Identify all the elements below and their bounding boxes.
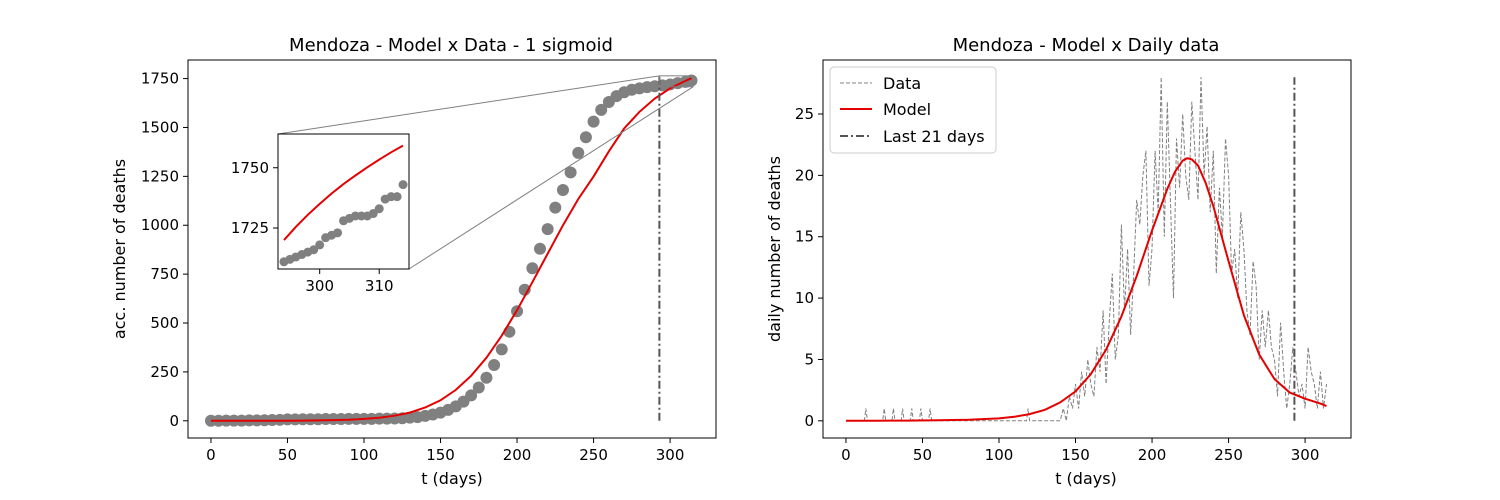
left-y-tick-label: 500 — [150, 314, 179, 332]
left-data-point — [480, 371, 493, 384]
left-data-point — [685, 74, 698, 87]
left-chart-title: Mendoza - Model x Data - 1 sigmoid — [289, 35, 613, 56]
left-data-point — [564, 166, 577, 179]
left-y-axis-label: acc. number of deaths — [110, 159, 129, 339]
right-y-tick-label: 10 — [795, 289, 814, 307]
left-y-ticks: 0 250 500 750 1000 1250 1500 1750 — [141, 70, 188, 430]
legend-label-model: Model — [883, 100, 931, 119]
right-x-ticks: 0 50 100 150 200 250 300 — [841, 438, 1319, 464]
legend-frame — [829, 66, 997, 154]
left-x-tick-label: 300 — [656, 446, 685, 464]
right-x-tick-label: 150 — [1061, 446, 1090, 464]
right-y-tick-label: 15 — [795, 228, 814, 246]
right-x-tick-label: 200 — [1138, 446, 1167, 464]
right-y-tick-label: 0 — [804, 412, 814, 430]
inset-data-point — [309, 245, 319, 255]
left-data-point — [488, 359, 501, 372]
left-y-tick-label: 1750 — [141, 70, 179, 88]
left-data-point — [595, 103, 608, 116]
legend-label-last-21-days: Last 21 days — [883, 127, 985, 146]
left-x-tick-label: 250 — [579, 446, 608, 464]
left-x-ticks: 0 50 100 150 200 250 300 — [206, 438, 684, 464]
left-data-point — [556, 184, 569, 197]
inset-model-line — [283, 144, 404, 241]
left-model-line — [211, 77, 692, 422]
left-chart: Mendoza - Model x Data - 1 sigmoid 0 50 10… — [110, 35, 717, 488]
left-x-tick-label: 200 — [503, 446, 532, 464]
right-plot-area — [845, 77, 1327, 422]
inset-data-point — [374, 204, 384, 214]
left-x-tick-label: 150 — [426, 446, 455, 464]
right-x-tick-label: 300 — [1291, 446, 1320, 464]
left-data-point — [495, 343, 508, 356]
left-zoom-region — [658, 75, 694, 88]
left-y-tick-label: 1000 — [141, 216, 179, 234]
inset-data-point — [333, 228, 343, 238]
inset-data-point — [315, 240, 325, 250]
left-y-tick-label: 1250 — [141, 167, 179, 185]
left-y-tick-label: 250 — [150, 363, 179, 381]
left-data-point — [534, 242, 546, 255]
left-data-point — [526, 262, 539, 275]
right-x-axis-label: t (days) — [1055, 469, 1117, 488]
right-x-tick-label: 50 — [913, 446, 932, 464]
right-y-tick-label: 20 — [795, 166, 814, 184]
left-y-tick-label: 0 — [169, 412, 179, 430]
left-y-tick-label: 1500 — [141, 118, 179, 136]
right-data-line — [846, 77, 1327, 422]
left-x-axis-label: t (days) — [421, 469, 483, 488]
right-y-tick-label: 25 — [795, 105, 814, 123]
right-model-line — [845, 157, 1327, 422]
left-data-point — [541, 223, 554, 236]
left-data-point — [572, 146, 585, 159]
left-data-point — [579, 131, 592, 144]
right-x-tick-label: 100 — [985, 446, 1014, 464]
left-y-tick-label: 750 — [150, 265, 179, 283]
left-data-point — [549, 201, 562, 214]
left-data-point — [465, 389, 478, 402]
left-data-point — [587, 115, 600, 128]
right-x-tick-label: 250 — [1214, 446, 1243, 464]
inset-x-tick-label: 310 — [365, 277, 394, 295]
left-x-tick-label: 100 — [350, 446, 379, 464]
inset-data-point — [392, 192, 402, 202]
left-x-tick-label: 50 — [278, 446, 297, 464]
right-chart: Mendoza - Model x Daily data 0 50 100 150 20… — [765, 35, 1352, 488]
left-data-point — [472, 381, 485, 394]
right-y-ticks: 0 5 10 15 20 25 — [795, 105, 823, 430]
legend: Data Model Last 21 days — [829, 66, 997, 154]
left-x-tick-label: 0 — [206, 446, 216, 464]
inset-x-tick-label: 300 — [305, 277, 334, 295]
legend-label-data: Data — [883, 74, 921, 93]
inset-y-tick-label: 1750 — [231, 159, 269, 177]
left-inset-connector — [277, 75, 660, 135]
right-y-tick-label: 5 — [804, 350, 814, 368]
right-x-tick-label: 0 — [841, 446, 851, 464]
inset-data-point — [368, 209, 378, 219]
left-plot-frame — [187, 59, 717, 439]
right-chart-title: Mendoza - Model x Daily data — [953, 35, 1220, 56]
left-plot-area: 300 310 1725 1750 — [204, 74, 698, 427]
left-inset-connector — [408, 86, 694, 270]
inset-y-tick-label: 1725 — [231, 219, 269, 237]
inset-data-point — [398, 180, 408, 190]
right-y-axis-label: daily number of deaths — [765, 156, 784, 342]
right-plot-frame — [822, 59, 1352, 439]
